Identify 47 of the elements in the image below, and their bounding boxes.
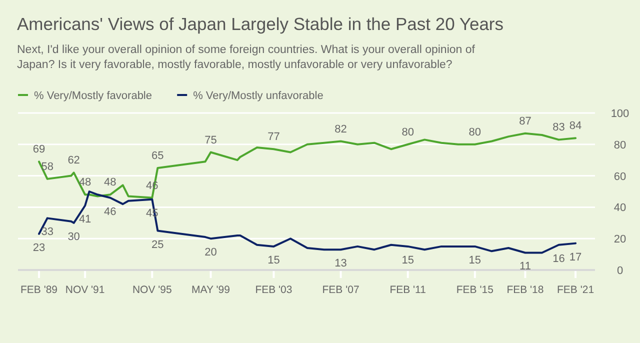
x-tick-label: FEB '15 — [456, 284, 494, 296]
x-tick-label: FEB '11 — [390, 284, 426, 296]
data-label: 13 — [334, 258, 347, 270]
x-tick-label: FEB '03 — [255, 284, 292, 296]
data-label: 11 — [520, 260, 531, 273]
data-label: 41 — [78, 214, 92, 226]
chart-title: Americans' Views of Japan Largely Stable in the Past 20 Years — [17, 14, 504, 34]
y-tick-label: 0 — [616, 265, 624, 277]
y-tick-label: 60 — [614, 170, 626, 183]
data-label: 83 — [552, 122, 565, 134]
data-label: 75 — [204, 134, 217, 146]
data-label: 87 — [519, 115, 532, 128]
data-label: 15 — [402, 254, 414, 266]
data-label: 30 — [68, 230, 80, 243]
data-label: 84 — [569, 120, 582, 132]
data-label: 48 — [104, 176, 116, 189]
chart-subtitle: Next, I'd like your overall opinion of some foreign countries. What is your overall opinion of Japan? Is it very favorable, mostly favorable, mostly unfavorable or very unfavorable? — [17, 44, 476, 71]
y-tick-label: 20 — [614, 234, 626, 246]
data-label: 80 — [402, 126, 414, 138]
x-tick-label: NOV '91 — [65, 284, 105, 296]
x-tick-label: FEB '21 — [557, 284, 594, 296]
data-label: 20 — [204, 246, 217, 259]
data-label: 77 — [268, 131, 280, 144]
x-tick-label: MAY '99 — [192, 284, 230, 296]
data-label: 46 — [104, 206, 116, 218]
y-tick-label: 40 — [614, 202, 626, 214]
data-label: 25 — [152, 238, 164, 251]
data-label: 62 — [68, 154, 80, 167]
data-label: 48 — [78, 176, 92, 189]
y-tick-label: 80 — [614, 139, 626, 152]
data-label: 69 — [32, 144, 46, 156]
legend-label: % Very/Mostly favorable — [34, 90, 152, 102]
data-label: 23 — [32, 242, 46, 254]
data-label: 65 — [152, 150, 164, 162]
data-label: 82 — [334, 123, 347, 136]
data-label: 15 — [468, 254, 482, 266]
data-label: 16 — [552, 252, 565, 265]
x-tick-label: NOV '95 — [132, 284, 172, 296]
x-tick-label: FEB '07 — [322, 284, 360, 296]
legend-label: % Very/Mostly unfavorable — [193, 90, 324, 102]
data-label: 17 — [569, 251, 582, 264]
data-label: 80 — [468, 126, 482, 138]
data-label: 33 — [41, 226, 54, 238]
x-tick-label: FEB '18 — [506, 284, 544, 296]
y-tick-label: 100 — [610, 108, 630, 120]
x-tick-label: FEB '89 — [20, 284, 58, 296]
data-label: 15 — [268, 254, 280, 266]
